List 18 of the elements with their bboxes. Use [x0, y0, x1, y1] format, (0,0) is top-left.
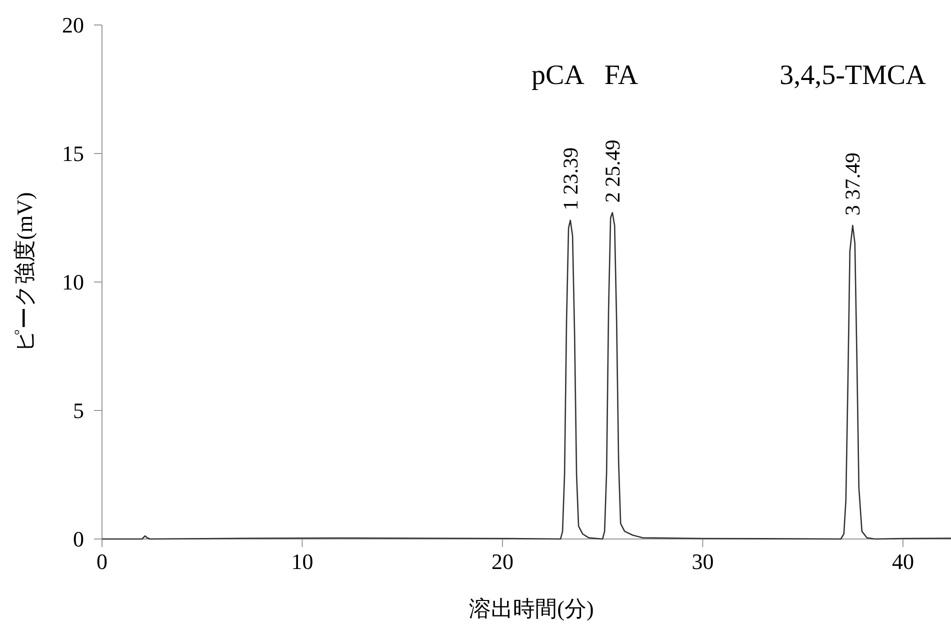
- y-tick-label: 15: [62, 141, 84, 166]
- x-tick-label: 10: [291, 549, 314, 574]
- x-tick-label: 20: [491, 549, 514, 574]
- annotation: 1 23.39: [558, 147, 582, 210]
- annotation: 3,4,5-TMCA: [780, 60, 927, 91]
- annotation: 3 37.49: [840, 152, 865, 216]
- annotation: 2 25.49: [600, 140, 624, 203]
- x-axis-title: 溶出時間(分): [469, 596, 594, 621]
- x-tick-label: 30: [692, 549, 714, 574]
- annotation: FA: [604, 60, 639, 91]
- x-tick-label: 40: [892, 549, 914, 574]
- y-tick-label: 10: [62, 270, 84, 295]
- y-tick-label: 5: [73, 398, 84, 424]
- y-tick-label: 0: [73, 526, 84, 552]
- y-tick-label: 20: [62, 12, 84, 38]
- annotation: pCA: [531, 60, 586, 91]
- x-tick-label: 0: [96, 549, 108, 574]
- y-axis-title: ピーク強度(mV): [12, 192, 37, 352]
